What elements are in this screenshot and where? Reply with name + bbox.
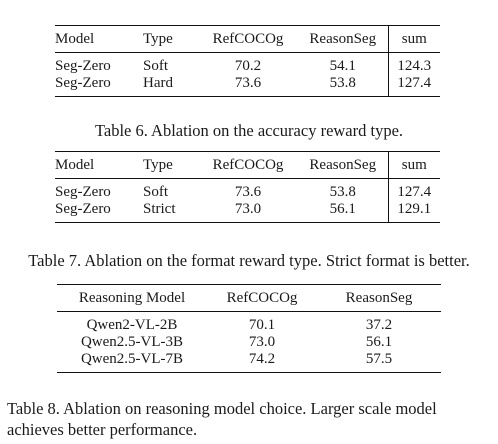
column-header-reasonseg: ReasonSeg bbox=[309, 156, 377, 173]
cell-refcocog: 73.6 bbox=[234, 75, 262, 91]
column-header-refcocog: RefCOCOg bbox=[226, 289, 298, 306]
cell-reasonseg: 37.2 bbox=[365, 317, 393, 333]
table-row: Seg-Zero Strict 73.0 56.1 129.1 bbox=[55, 201, 440, 223]
table-7: Model Type RefCOCOg ReasonSeg sum Seg-Ze… bbox=[55, 151, 440, 223]
cell-refcocog: 73.0 bbox=[234, 201, 262, 217]
table-row: Qwen2.5-VL-7B 74.2 57.5 bbox=[57, 351, 441, 373]
cell-sum: 127.4 bbox=[387, 75, 440, 97]
cell-type: Soft bbox=[143, 58, 169, 74]
cell-sum: 124.3 bbox=[387, 52, 440, 75]
cell-model: Seg-Zero bbox=[55, 75, 111, 91]
cell-refcocog: 70.2 bbox=[234, 58, 262, 74]
table-header: Reasoning Model RefCOCOg ReasonSeg bbox=[57, 284, 441, 312]
column-header-sum: sum bbox=[387, 151, 440, 179]
cell-reasoning-model: Qwen2.5-VL-7B bbox=[80, 351, 184, 367]
cell-model: Seg-Zero bbox=[55, 184, 111, 200]
cell-reasonseg: 53.8 bbox=[329, 75, 356, 91]
table-8-caption-line-2: achieves better performance. bbox=[7, 420, 198, 439]
table-row: Qwen2-VL-2B 70.1 37.2 bbox=[57, 312, 441, 335]
cell-type: Strict bbox=[143, 201, 176, 217]
table-8-caption-line-1: Table 8. Ablation on reasoning model cho… bbox=[7, 399, 437, 418]
cell-refcocog: 73.6 bbox=[234, 184, 262, 200]
column-header-refcocog: RefCOCOg bbox=[212, 30, 284, 47]
cell-model: Seg-Zero bbox=[55, 201, 111, 217]
table-header: Model Type RefCOCOg ReasonSeg sum bbox=[55, 25, 440, 53]
column-header-refcocog: RefCOCOg bbox=[212, 156, 284, 173]
table-7-caption: Table 7. Ablation on the format reward t… bbox=[28, 251, 470, 270]
cell-reasonseg: 56.1 bbox=[329, 201, 356, 217]
cell-reasonseg: 54.1 bbox=[329, 58, 356, 74]
table-8-caption: Table 8. Ablation on reasoning model cho… bbox=[7, 398, 495, 440]
cell-type: Soft bbox=[143, 184, 169, 200]
column-header-type: Type bbox=[143, 30, 173, 47]
column-header-model: Model bbox=[55, 30, 95, 47]
table-row: Qwen2.5-VL-3B 73.0 56.1 bbox=[57, 334, 441, 351]
cell-reasoning-model: Qwen2-VL-2B bbox=[86, 317, 178, 333]
table-row: Seg-Zero Soft 70.2 54.1 124.3 bbox=[55, 52, 440, 75]
cell-reasonseg: 53.8 bbox=[329, 184, 356, 200]
cell-refcocog: 74.2 bbox=[248, 351, 276, 367]
column-header-reasoning-model: Reasoning Model bbox=[78, 289, 186, 306]
cell-sum: 127.4 bbox=[387, 178, 440, 201]
cell-refcocog: 73.0 bbox=[248, 334, 276, 350]
column-header-type: Type bbox=[143, 156, 173, 173]
cell-reasonseg: 56.1 bbox=[365, 334, 393, 350]
cell-reasoning-model: Qwen2.5-VL-3B bbox=[80, 334, 184, 350]
column-header-sum: sum bbox=[387, 25, 440, 53]
table-row: Seg-Zero Hard 73.6 53.8 127.4 bbox=[55, 75, 440, 97]
cell-reasonseg: 57.5 bbox=[365, 351, 393, 367]
table-row: Seg-Zero Soft 73.6 53.8 127.4 bbox=[55, 178, 440, 201]
cell-sum: 129.1 bbox=[387, 201, 440, 223]
cell-type: Hard bbox=[143, 75, 173, 91]
table-6-caption: Table 6. Ablation on the accuracy reward… bbox=[94, 121, 404, 140]
column-header-reasonseg: ReasonSeg bbox=[309, 30, 377, 47]
table-header: Model Type RefCOCOg ReasonSeg sum bbox=[55, 151, 440, 179]
column-header-reasonseg: ReasonSeg bbox=[345, 289, 413, 306]
table-6: Model Type RefCOCOg ReasonSeg sum Seg-Ze… bbox=[55, 25, 440, 97]
table-8: Reasoning Model RefCOCOg ReasonSeg Qwen2… bbox=[57, 284, 441, 373]
cell-model: Seg-Zero bbox=[55, 58, 111, 74]
column-header-model: Model bbox=[55, 156, 95, 173]
cell-refcocog: 70.1 bbox=[248, 317, 276, 333]
